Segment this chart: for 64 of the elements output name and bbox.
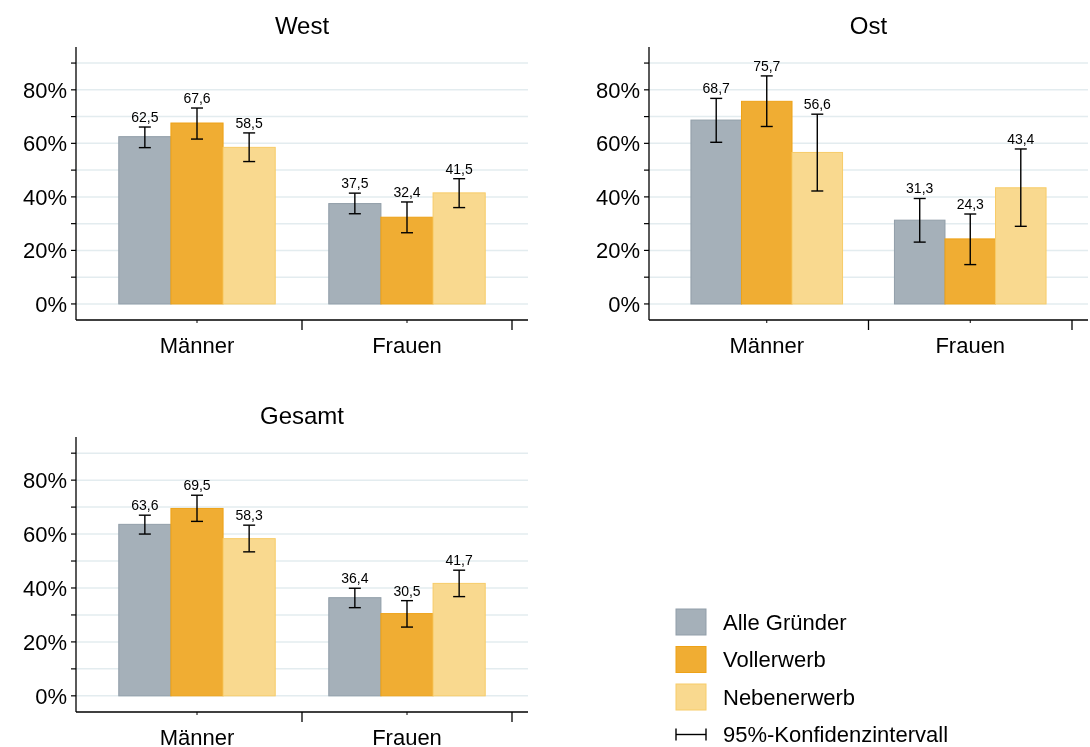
bar: [380, 613, 434, 697]
y-tick-label: 60%: [595, 131, 640, 157]
bar: [222, 538, 276, 697]
data-label: 62,5: [131, 109, 159, 126]
legend-label: Alle Gründer: [723, 609, 847, 635]
legend-label: Nebenerwerb: [723, 684, 856, 710]
x-tick-label: Männer: [159, 333, 235, 358]
y-tick-label: 20%: [595, 238, 640, 264]
bar: [222, 146, 276, 305]
data-label: 63,6: [131, 497, 159, 514]
y-tick-label: 80%: [595, 77, 640, 103]
bar: [170, 122, 224, 305]
bar: [380, 216, 434, 305]
chart-title: Ost: [849, 12, 888, 39]
data-label: 69,5: [183, 477, 211, 494]
data-label: 68,7: [702, 80, 731, 97]
data-label: 37,5: [341, 175, 369, 192]
y-tick-label: 0%: [35, 291, 67, 317]
data-label: 41,7: [445, 552, 473, 569]
y-tick-label: 0%: [35, 683, 67, 709]
y-tick-label: 40%: [22, 575, 67, 601]
data-label: 75,7: [753, 57, 781, 74]
data-label: 24,3: [956, 196, 985, 213]
bar: [118, 523, 172, 697]
bar: [170, 507, 224, 697]
data-label: 43,4: [1007, 130, 1035, 147]
data-label: 30,5: [393, 582, 421, 599]
legend-label: Vollerwerb: [723, 647, 826, 673]
chart-title: West: [274, 12, 330, 39]
data-label: 36,4: [341, 570, 369, 587]
bar: [893, 219, 946, 305]
bar: [740, 100, 793, 305]
y-tick-label: 0%: [608, 291, 640, 317]
bar: [690, 119, 742, 305]
data-label: 58,3: [235, 507, 263, 524]
data-label: 67,6: [183, 90, 211, 107]
x-tick-label: Männer: [159, 725, 235, 747]
x-tick-label: Frauen: [372, 333, 442, 358]
data-label: 56,6: [803, 96, 832, 113]
y-tick-label: 20%: [22, 629, 67, 655]
data-label: 58,5: [235, 114, 263, 131]
y-tick-label: 80%: [22, 77, 67, 103]
bar: [432, 192, 486, 305]
x-tick-label: Frauen: [372, 725, 442, 747]
bar: [328, 597, 382, 697]
bar: [944, 238, 997, 305]
y-tick-label: 40%: [22, 184, 67, 210]
data-label: 31,3: [906, 180, 934, 197]
chart-title: Gesamt: [259, 402, 345, 429]
y-tick-label: 60%: [22, 521, 67, 547]
data-label: 41,5: [445, 160, 473, 177]
y-tick-label: 40%: [595, 184, 640, 210]
y-tick-label: 80%: [22, 467, 67, 493]
y-tick-label: 20%: [22, 238, 67, 264]
y-tick-label: 60%: [22, 131, 67, 157]
data-label: 32,4: [393, 183, 421, 200]
x-tick-label: Frauen: [935, 333, 1006, 358]
x-tick-label: Männer: [729, 333, 805, 358]
bar: [328, 203, 382, 305]
bar: [118, 136, 172, 305]
text: 95%-Konfidenzintervall: [723, 722, 949, 747]
bar: [432, 582, 486, 697]
bar: [791, 151, 844, 305]
bar: [995, 187, 1047, 305]
